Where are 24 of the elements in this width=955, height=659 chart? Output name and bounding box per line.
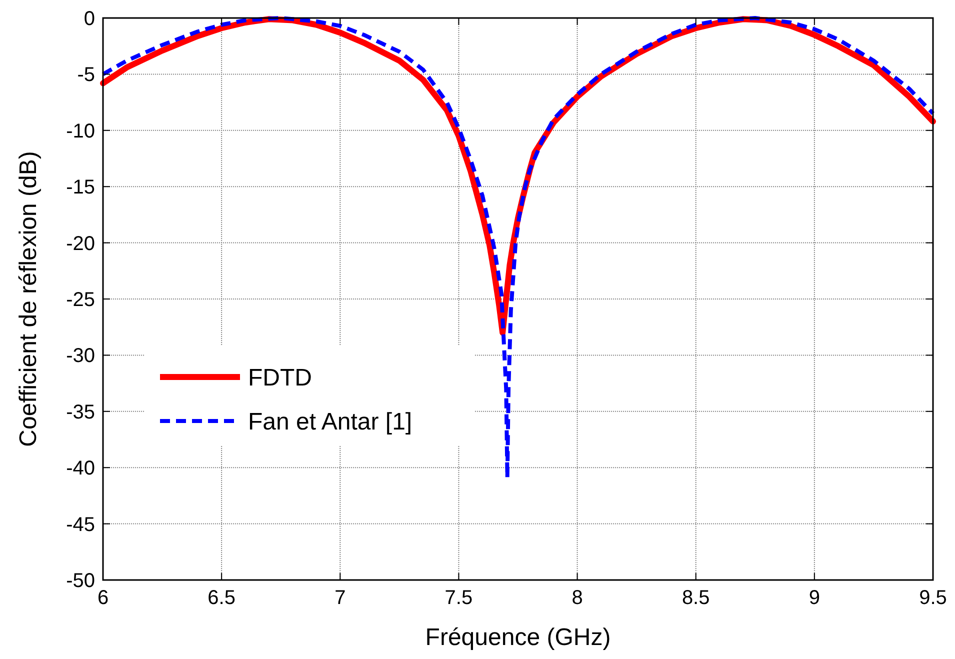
x-tick-label: 6 [97, 587, 109, 609]
y-tick-label: -45 [66, 514, 95, 536]
y-tick-label: 0 [84, 8, 95, 30]
x-tick-label: 8.5 [682, 587, 710, 609]
y-tick-label: -5 [77, 64, 95, 86]
y-tick-label: -15 [66, 176, 95, 199]
line-series [101, 16, 935, 480]
x-tick-label: 9.5 [919, 587, 947, 609]
x-axis-title: Fréquence (GHz) [425, 624, 611, 651]
y-tick-label: -25 [66, 289, 95, 311]
x-tick-label: 7 [334, 587, 346, 609]
x-tick-label: 6.5 [208, 587, 236, 609]
x-tick-label: 7.5 [444, 587, 473, 609]
y-tick-label: -20 [66, 232, 95, 255]
x-tick-label: 9 [808, 587, 820, 609]
legend-label: FDTD [248, 364, 312, 392]
y-axis-title: Coefficient de réflexion (dB) [15, 151, 42, 447]
y-tick-label: -30 [66, 345, 95, 368]
y-tick-label: -40 [66, 458, 95, 480]
x-tick-label: 8 [572, 587, 583, 609]
y-tick-label: -50 [66, 570, 95, 592]
y-tick-label: -10 [66, 120, 95, 142]
y-tick-label: -35 [66, 401, 95, 424]
legend-label: Fan et Antar [1] [248, 408, 412, 436]
